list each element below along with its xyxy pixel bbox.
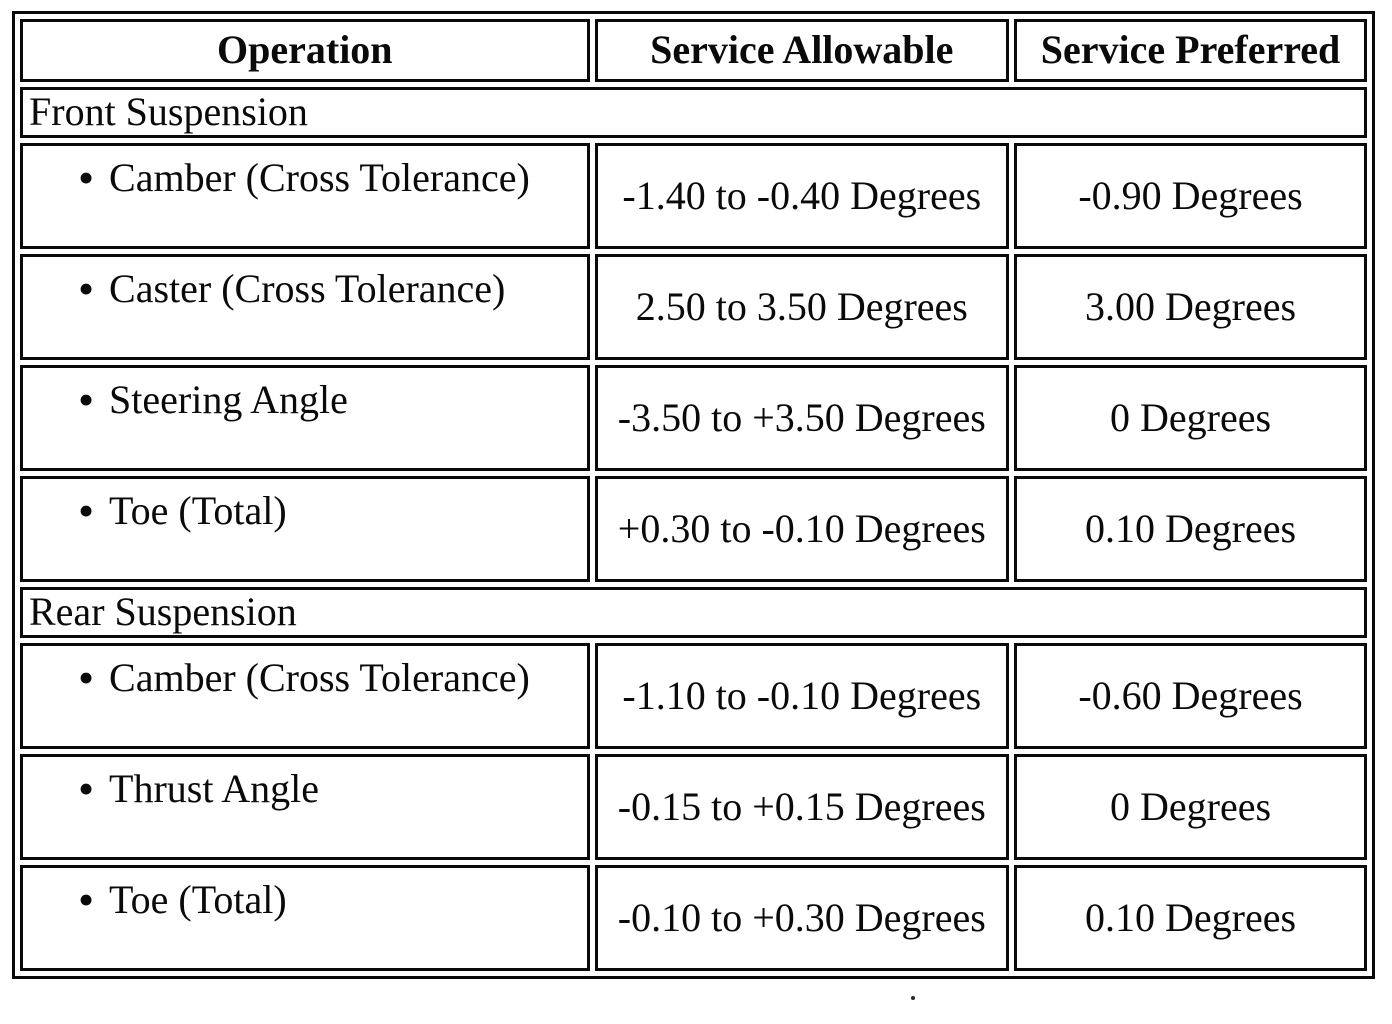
alignment-spec-table: Operation Service Allowable Service Pref…: [12, 11, 1375, 979]
allowable-value-front-caster: 2.50 to 3.50 Degrees: [594, 254, 1010, 360]
preferred-value-thrust-angle: 0 Degrees: [1014, 754, 1367, 860]
operation-label: Camber (Cross Tolerance): [109, 155, 530, 200]
operation-label: Caster (Cross Tolerance): [109, 266, 506, 311]
section-label-front-suspension: Front Suspension: [20, 87, 1367, 138]
operation-label: Thrust Angle: [109, 766, 319, 811]
bullet-icon: •: [77, 873, 95, 926]
table-row: • Thrust Angle -0.15 to +0.15 Degrees 0 D…: [20, 754, 1367, 860]
operation-label: Steering Angle: [109, 377, 348, 422]
operation-label: Toe (Total): [109, 877, 287, 922]
section-row-rear-suspension: Rear Suspension: [20, 587, 1367, 638]
table-row: • Caster (Cross Tolerance) 2.50 to 3.50 D…: [20, 254, 1367, 360]
table-row: • Toe (Total) -0.10 to +0.30 Degrees 0.10…: [20, 865, 1367, 971]
bullet-icon: •: [77, 373, 95, 426]
bullet-icon: •: [77, 151, 95, 204]
preferred-value-front-toe: 0.10 Degrees: [1014, 476, 1367, 582]
col-header-service-allowable: Service Allowable: [594, 19, 1010, 82]
bullet-icon: •: [77, 762, 95, 815]
table-row: • Toe (Total) +0.30 to -0.10 Degrees 0.10…: [20, 476, 1367, 582]
preferred-value-front-camber: -0.90 Degrees: [1014, 143, 1367, 249]
table-row: • Steering Angle -3.50 to +3.50 Degrees 0…: [20, 365, 1367, 471]
preferred-value-rear-toe: 0.10 Degrees: [1014, 865, 1367, 971]
col-header-operation: Operation: [20, 19, 590, 82]
bullet-icon: •: [77, 651, 95, 704]
operation-cell-front-camber: • Camber (Cross Tolerance): [20, 143, 590, 249]
bullet-icon: •: [77, 262, 95, 315]
table-row: • Camber (Cross Tolerance) -1.10 to -0.10…: [20, 643, 1367, 749]
allowable-value-thrust-angle: -0.15 to +0.15 Degrees: [594, 754, 1010, 860]
allowable-value-front-toe: +0.30 to -0.10 Degrees: [594, 476, 1010, 582]
preferred-value-steering-angle: 0 Degrees: [1014, 365, 1367, 471]
operation-cell-steering-angle: • Steering Angle: [20, 365, 590, 471]
col-header-service-preferred: Service Preferred: [1014, 19, 1367, 82]
allowable-value-rear-toe: -0.10 to +0.30 Degrees: [594, 865, 1010, 971]
scan-speck: [911, 996, 915, 1000]
preferred-value-front-caster: 3.00 Degrees: [1014, 254, 1367, 360]
preferred-value-rear-camber: -0.60 Degrees: [1014, 643, 1367, 749]
bullet-icon: •: [77, 484, 95, 537]
operation-cell-rear-toe: • Toe (Total): [20, 865, 590, 971]
operation-cell-thrust-angle: • Thrust Angle: [20, 754, 590, 860]
allowable-value-steering-angle: -3.50 to +3.50 Degrees: [594, 365, 1010, 471]
operation-cell-front-caster: • Caster (Cross Tolerance): [20, 254, 590, 360]
operation-cell-front-toe: • Toe (Total): [20, 476, 590, 582]
table-row: • Camber (Cross Tolerance) -1.40 to -0.40…: [20, 143, 1367, 249]
header-row: Operation Service Allowable Service Pref…: [20, 19, 1367, 82]
operation-cell-rear-camber: • Camber (Cross Tolerance): [20, 643, 590, 749]
allowable-value-front-camber: -1.40 to -0.40 Degrees: [594, 143, 1010, 249]
operation-label: Camber (Cross Tolerance): [109, 655, 530, 700]
section-row-front-suspension: Front Suspension: [20, 87, 1367, 138]
operation-label: Toe (Total): [109, 488, 287, 533]
section-label-rear-suspension: Rear Suspension: [20, 587, 1367, 638]
allowable-value-rear-camber: -1.10 to -0.10 Degrees: [594, 643, 1010, 749]
